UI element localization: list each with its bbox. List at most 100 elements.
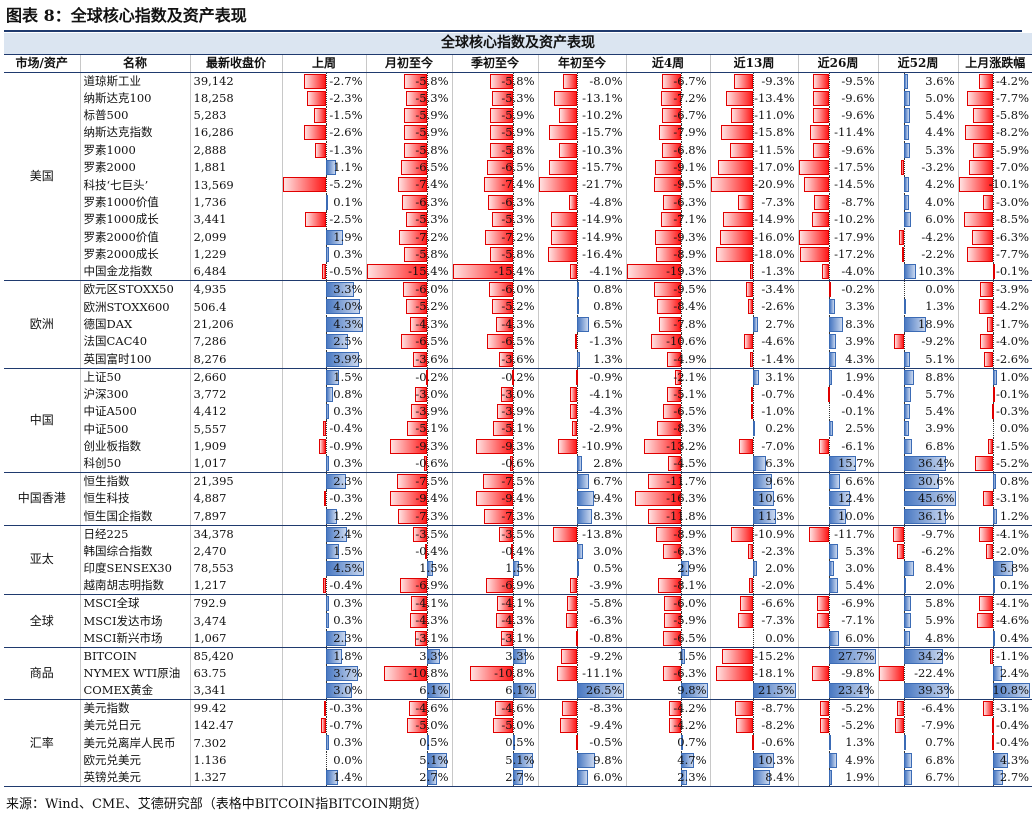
metric-cell: -5.2% bbox=[452, 298, 539, 316]
negative-bar bbox=[414, 386, 427, 402]
metric-cell: -7.3% bbox=[366, 507, 453, 526]
metric-cell: -0.8% bbox=[538, 629, 627, 648]
column-header: 最新收盘价 bbox=[190, 54, 283, 73]
close-price: 1.327 bbox=[190, 769, 283, 788]
positive-bar bbox=[326, 299, 361, 315]
negative-bar bbox=[566, 596, 578, 612]
metric-cell: -9.4% bbox=[366, 490, 453, 508]
metric-cell: -3.1% bbox=[958, 700, 1032, 718]
metric-cell: -17.9% bbox=[798, 228, 879, 247]
negative-bar bbox=[576, 735, 579, 751]
metric-value: 6.5% bbox=[593, 316, 623, 331]
metric-cell: 6.6% bbox=[798, 472, 879, 491]
positive-bar bbox=[904, 474, 940, 490]
table-row: 罗素2000成长 1,229 0.3% -5.8% -5.8% -16.4% -8.9% -1… bbox=[4, 246, 1032, 264]
negative-bar bbox=[538, 177, 578, 193]
metric-cell: -5.2% bbox=[958, 455, 1033, 474]
negative-bar bbox=[660, 212, 681, 228]
metric-cell: 0.5% bbox=[452, 734, 539, 752]
metric-value: -6.9% bbox=[841, 596, 875, 611]
metric-value: -15.7% bbox=[582, 160, 623, 175]
metric-value: 9.6% bbox=[765, 474, 795, 489]
metric-cell: 11.3% bbox=[710, 507, 799, 526]
zero-axis bbox=[752, 281, 754, 299]
metric-cell: -11.7% bbox=[626, 472, 711, 491]
metric-cell: -9.4% bbox=[538, 717, 627, 735]
zero-axis bbox=[326, 176, 328, 194]
metric-cell: 0.0% bbox=[282, 751, 367, 770]
zero-axis bbox=[426, 193, 428, 212]
metric-cell: -6.5% bbox=[626, 402, 711, 421]
metric-value: 0.8% bbox=[593, 282, 623, 297]
metric-value: -10.8% bbox=[408, 665, 449, 680]
metric-cell: -1.3% bbox=[710, 263, 799, 282]
metric-value: -4.9% bbox=[673, 351, 707, 366]
negative-bar bbox=[750, 403, 753, 419]
zero-axis bbox=[904, 159, 906, 177]
metric-cell: -9.3% bbox=[626, 228, 711, 247]
negative-bar bbox=[402, 194, 427, 210]
negative-bar bbox=[282, 177, 327, 193]
positive-bar bbox=[326, 508, 337, 524]
metric-value: -6.9% bbox=[501, 578, 535, 593]
negative-bar bbox=[384, 665, 427, 681]
metric-cell: -4.2% bbox=[626, 717, 711, 735]
metric-cell: -6.5% bbox=[626, 629, 711, 648]
metric-value: 6.3% bbox=[765, 456, 795, 471]
metric-value: -3.4% bbox=[761, 282, 795, 297]
negative-bar bbox=[982, 194, 994, 210]
positive-bar bbox=[326, 665, 358, 681]
negative-bar bbox=[978, 73, 994, 89]
positive-bar bbox=[326, 596, 329, 612]
negative-bar bbox=[398, 229, 427, 245]
zero-axis bbox=[680, 420, 682, 438]
metric-cell: -3.4% bbox=[710, 280, 799, 299]
negative-bar bbox=[812, 665, 830, 681]
positive-bar bbox=[512, 648, 526, 664]
table-row: 罗素1000成长 3,441 -2.5% -5.3% -5.3% -14.9% -7.1% -… bbox=[4, 211, 1032, 229]
close-price: 2,888 bbox=[190, 141, 283, 160]
negative-bar bbox=[979, 282, 994, 298]
metric-cell: -0.4% bbox=[282, 577, 367, 596]
metric-cell: -6.5% bbox=[366, 333, 453, 351]
zero-axis bbox=[577, 89, 579, 107]
metric-cell: -6.7% bbox=[626, 106, 711, 125]
positive-bar bbox=[904, 421, 909, 437]
metric-cell: -4.0% bbox=[958, 333, 1032, 351]
table-row: MSCI发达市场 3,474 0.3% -4.3% -4.3% -6.3% -5.9% -7.… bbox=[4, 612, 1032, 630]
negative-bar bbox=[669, 718, 681, 734]
positive-bar bbox=[326, 630, 346, 646]
metric-cell: -9.3% bbox=[452, 437, 539, 456]
metric-cell: -8.7% bbox=[798, 193, 879, 212]
metric-cell: -16.3% bbox=[626, 490, 711, 508]
metric-cell: -5.2% bbox=[282, 176, 367, 194]
zero-axis bbox=[752, 664, 754, 683]
metric-value: -8.7% bbox=[761, 701, 795, 716]
metric-cell: -5.1% bbox=[452, 420, 539, 438]
metric-value: 2.8% bbox=[593, 456, 623, 471]
metric-cell: -2.6% bbox=[282, 124, 367, 142]
metric-value: 5.4% bbox=[925, 107, 955, 122]
negative-bar bbox=[559, 107, 578, 123]
zero-axis bbox=[326, 141, 328, 160]
close-price: 13,569 bbox=[190, 176, 283, 194]
zero-axis bbox=[577, 176, 579, 194]
positive-bar bbox=[680, 683, 709, 699]
negative-bar bbox=[979, 334, 994, 350]
metric-value: -6.3% bbox=[501, 194, 535, 209]
metric-value: 9.8% bbox=[677, 683, 707, 698]
metric-cell: -4.1% bbox=[538, 263, 627, 282]
metric-value: -3.1% bbox=[415, 630, 449, 645]
negative-bar bbox=[738, 194, 753, 210]
zero-axis bbox=[829, 612, 831, 630]
negative-bar bbox=[804, 177, 830, 193]
asset-name: 英国富时100 bbox=[80, 350, 191, 369]
metric-cell: -17.5% bbox=[798, 159, 879, 177]
metric-cell: -3.0% bbox=[958, 193, 1032, 212]
close-price: 34,378 bbox=[190, 525, 283, 543]
metric-value: -15.7% bbox=[582, 125, 623, 140]
metric-value: -4.2% bbox=[673, 701, 707, 716]
metric-value: 9.8% bbox=[593, 752, 623, 767]
metric-cell: -11.0% bbox=[710, 106, 799, 125]
zero-axis bbox=[577, 368, 579, 386]
